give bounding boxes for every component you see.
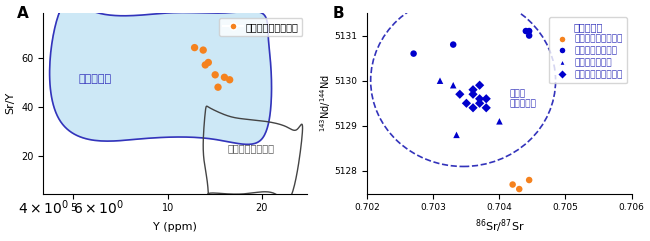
Point xyxy=(481,97,491,101)
Point xyxy=(468,106,478,110)
Point xyxy=(408,52,419,55)
Point xyxy=(474,101,485,105)
Point xyxy=(514,187,525,191)
Legend: ミャンマー（ポパ）: ミャンマー（ポパ） xyxy=(220,18,302,36)
Point xyxy=(210,73,220,77)
Polygon shape xyxy=(49,2,272,144)
Point xyxy=(474,97,485,101)
Point xyxy=(435,79,445,83)
Point xyxy=(219,75,229,79)
Text: A: A xyxy=(17,6,29,21)
Y-axis label: $^{143}$Nd/$^{144}$Nd: $^{143}$Nd/$^{144}$Nd xyxy=(318,74,333,132)
Point xyxy=(524,29,534,33)
Point xyxy=(494,119,504,123)
Text: アダカイト: アダカイト xyxy=(79,74,112,84)
Point xyxy=(198,48,209,52)
Point xyxy=(451,133,462,137)
Point xyxy=(481,106,491,110)
Point xyxy=(189,46,200,50)
Y-axis label: Sr/Y: Sr/Y xyxy=(6,92,16,114)
Point xyxy=(468,92,478,96)
Point xyxy=(524,178,534,182)
Point xyxy=(462,101,472,105)
Text: 通常の島弧火山岩: 通常の島弧火山岩 xyxy=(227,143,274,154)
Legend: ミャンマー（ポパ）, 西アリューシャン, セントヘレンズ, パナマ・コスタリカ: ミャンマー（ポパ）, 西アリューシャン, セントヘレンズ, パナマ・コスタリカ xyxy=(549,18,627,83)
Text: B: B xyxy=(333,6,344,21)
X-axis label: $^{86}$Sr/$^{87}$Sr: $^{86}$Sr/$^{87}$Sr xyxy=(474,218,525,235)
X-axis label: Y (ppm): Y (ppm) xyxy=(153,222,197,232)
Text: 通常の
アダカイト: 通常の アダカイト xyxy=(510,89,536,108)
Point xyxy=(524,34,534,38)
Point xyxy=(474,83,485,87)
Point xyxy=(448,83,458,87)
Point xyxy=(454,92,465,96)
Point xyxy=(468,88,478,92)
Point xyxy=(521,29,531,33)
Point xyxy=(448,43,458,47)
Point xyxy=(213,85,223,89)
Point xyxy=(203,60,213,64)
Point xyxy=(508,183,518,187)
Point xyxy=(224,78,235,82)
Point xyxy=(200,63,211,67)
